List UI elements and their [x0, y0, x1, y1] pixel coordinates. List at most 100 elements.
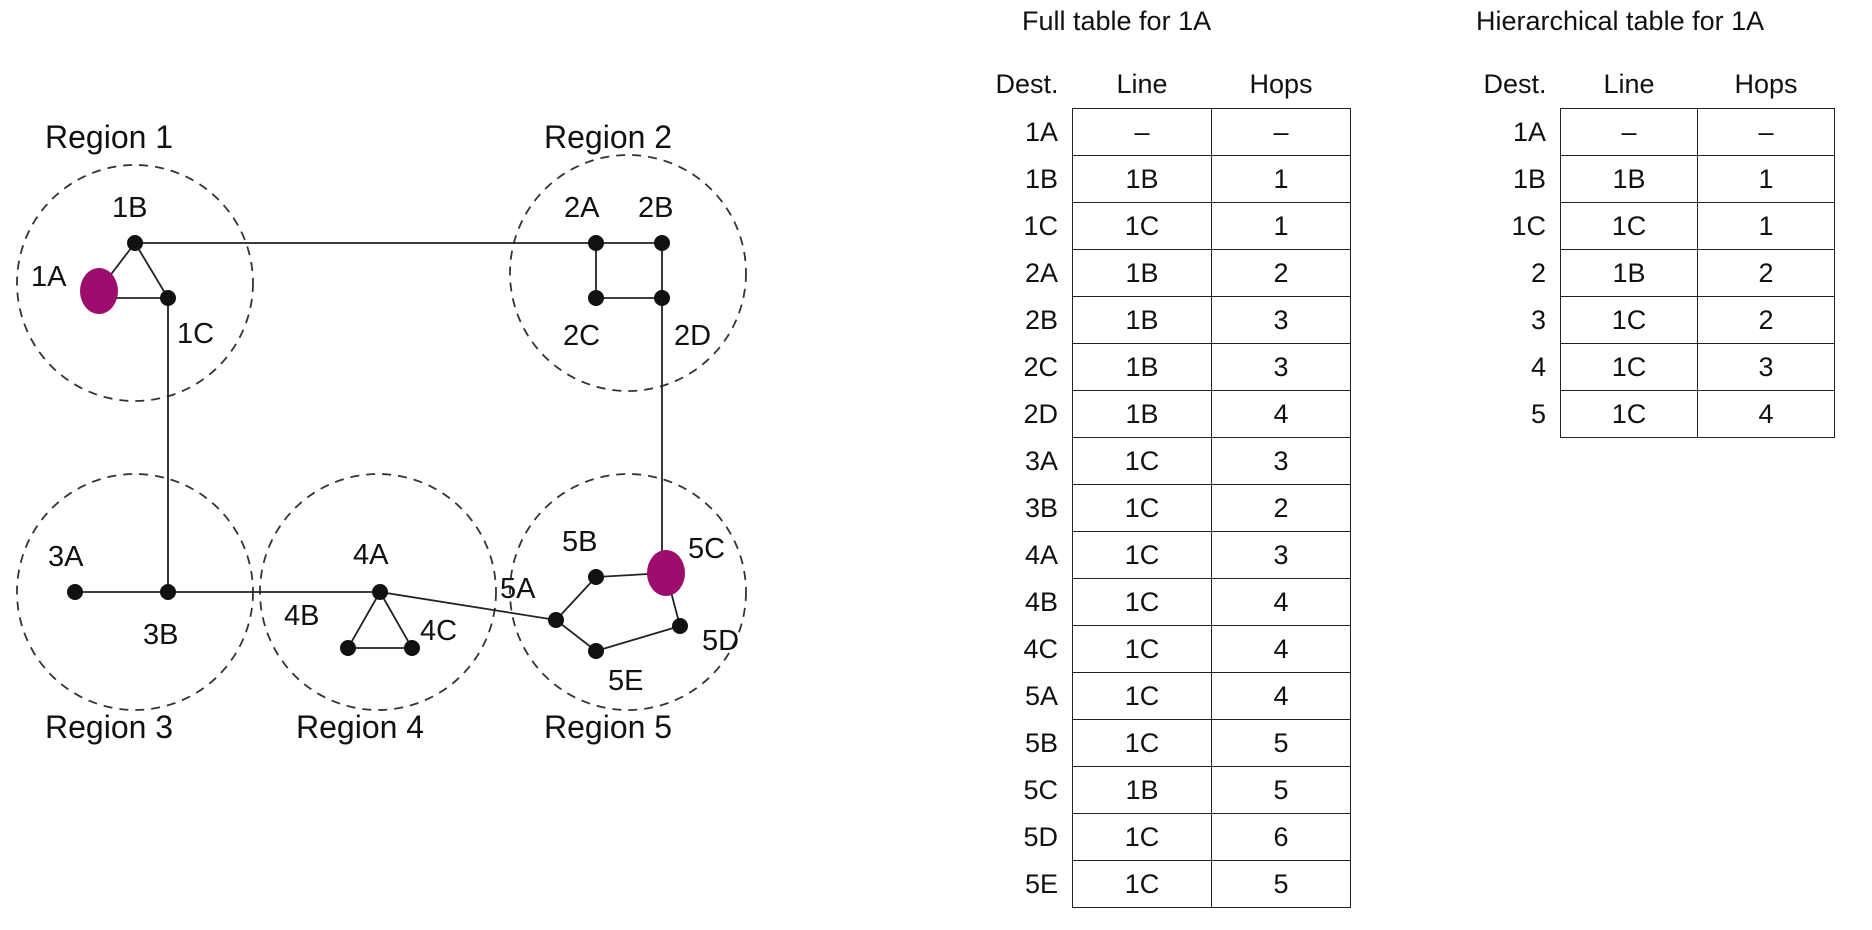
full-cell-hops: 3 — [1211, 296, 1351, 344]
region-3-label: Region 3 — [45, 709, 173, 745]
node-label-5a: 5A — [500, 573, 536, 605]
full-cell-dest: 2D — [1023, 398, 1058, 429]
node-label-1b: 1B — [112, 192, 147, 224]
full-cell-hops: 5 — [1211, 766, 1351, 814]
router-5b-dot — [588, 569, 604, 585]
node-label-5e: 5E — [608, 665, 643, 697]
full-cell-hops: 5 — [1211, 860, 1351, 908]
full-cell-line: 1C — [1072, 672, 1212, 720]
full-cell-dest: 1B — [1024, 163, 1058, 194]
node-label-2a: 2A — [564, 192, 600, 224]
full-table-row: 1C 1C 1 — [958, 202, 1351, 250]
full-table-row: 4B 1C 4 — [958, 578, 1351, 626]
hier-table-header-row: Dest. Line Hops — [1446, 60, 1835, 109]
full-cell-hops: 5 — [1211, 719, 1351, 767]
node-label-2b: 2B — [638, 192, 673, 224]
full-table-row: 3B 1C 2 — [958, 484, 1351, 532]
node-label-3a: 3A — [48, 541, 84, 573]
full-cell-hops: – — [1211, 108, 1351, 156]
region-4-label: Region 4 — [296, 709, 424, 745]
hier-table-row: 4 1C 3 — [1446, 343, 1835, 391]
hier-cell-hops: 2 — [1697, 249, 1835, 297]
full-cell-line: 1C — [1072, 202, 1212, 250]
link-5a-5b — [555, 576, 597, 621]
hier-cell-hops: 3 — [1697, 343, 1835, 391]
hier-table-title: Hierarchical table for 1A — [1476, 6, 1765, 36]
full-cell-dest: 4C — [1023, 633, 1058, 664]
router-1b-dot — [127, 235, 143, 251]
link-4a-4b — [347, 591, 381, 649]
full-cell-hops: 4 — [1211, 390, 1351, 438]
full-table-row: 2A 1B 2 — [958, 249, 1351, 297]
link-4a-5a — [379, 591, 557, 621]
hier-table-row: 2 1B 2 — [1446, 249, 1835, 297]
hier-cell-dest: 1B — [1512, 163, 1546, 194]
node-label-5d: 5D — [702, 625, 739, 657]
hier-cell-line: 1C — [1560, 343, 1698, 391]
full-cell-dest: 2C — [1023, 351, 1058, 382]
full-cell-line: 1C — [1072, 719, 1212, 767]
full-table-row: 1A – – — [958, 108, 1351, 156]
network-diagram: Region 1 Region 2 Region 3 Region 4 Regi… — [16, 119, 747, 745]
full-table-header-hops: Hops — [1249, 68, 1313, 99]
full-cell-line: 1C — [1072, 860, 1212, 908]
hier-cell-dest: 3 — [1530, 304, 1546, 335]
link-4a-4c — [379, 591, 413, 649]
full-cell-hops: 3 — [1211, 531, 1351, 579]
hier-table-row: 5 1C 4 — [1446, 390, 1835, 438]
full-cell-dest: 4A — [1024, 539, 1058, 570]
hier-cell-hops: 2 — [1697, 296, 1835, 344]
full-cell-dest: 5D — [1023, 821, 1058, 852]
hier-cell-dest: 2 — [1530, 257, 1546, 288]
full-cell-dest: 5E — [1024, 868, 1058, 899]
region-2-circle — [509, 154, 747, 392]
node-label-5b: 5B — [562, 526, 597, 558]
hier-table-header-line: Line — [1603, 68, 1655, 99]
hier-cell-dest: 1A — [1512, 116, 1546, 147]
full-cell-line: 1B — [1072, 390, 1212, 438]
region-5-label: Region 5 — [544, 709, 672, 745]
hier-cell-line: 1C — [1560, 296, 1698, 344]
full-cell-line: 1B — [1072, 343, 1212, 391]
link-5e-5a — [555, 619, 597, 652]
full-table-row: 1B 1B 1 — [958, 155, 1351, 203]
full-cell-line: 1B — [1072, 296, 1212, 344]
router-2b-dot — [654, 235, 670, 251]
full-cell-hops: 6 — [1211, 813, 1351, 861]
full-cell-line: 1B — [1072, 155, 1212, 203]
hier-cell-hops: 1 — [1697, 202, 1835, 250]
hier-cell-hops: 1 — [1697, 155, 1835, 203]
full-table-row: 2D 1B 4 — [958, 390, 1351, 438]
node-label-2d: 2D — [674, 320, 711, 352]
full-cell-line: – — [1072, 108, 1212, 156]
full-cell-dest: 4B — [1024, 586, 1058, 617]
hier-cell-hops: 4 — [1697, 390, 1835, 438]
full-table-header-line: Line — [1116, 68, 1168, 99]
full-cell-line: 1B — [1072, 766, 1212, 814]
router-3b-dot — [160, 584, 176, 600]
router-3a-dot — [67, 584, 83, 600]
node-label-1c: 1C — [177, 318, 214, 350]
hier-table-row: 1C 1C 1 — [1446, 202, 1835, 250]
full-cell-hops: 2 — [1211, 249, 1351, 297]
node-label-2c: 2C — [563, 320, 600, 352]
full-cell-dest: 5A — [1024, 680, 1058, 711]
router-1c-dot — [160, 290, 176, 306]
link-5d-5e — [595, 625, 681, 652]
hier-cell-line: 1C — [1560, 390, 1698, 438]
full-cell-hops: 1 — [1211, 202, 1351, 250]
full-table-row: 2C 1B 3 — [958, 343, 1351, 391]
full-cell-line: 1C — [1072, 578, 1212, 626]
router-4c-dot — [404, 640, 420, 656]
node-label-3b: 3B — [143, 619, 178, 651]
full-cell-hops: 4 — [1211, 625, 1351, 673]
full-cell-line: 1C — [1072, 437, 1212, 485]
router-4b-dot — [340, 640, 356, 656]
hier-cell-dest: 1C — [1511, 210, 1546, 241]
full-cell-hops: 3 — [1211, 343, 1351, 391]
region-5-circle — [509, 473, 747, 711]
full-cell-line: 1B — [1072, 249, 1212, 297]
hier-cell-line: 1B — [1560, 249, 1698, 297]
router-2a-dot — [588, 235, 604, 251]
full-table-header-dest: Dest. — [995, 68, 1059, 99]
